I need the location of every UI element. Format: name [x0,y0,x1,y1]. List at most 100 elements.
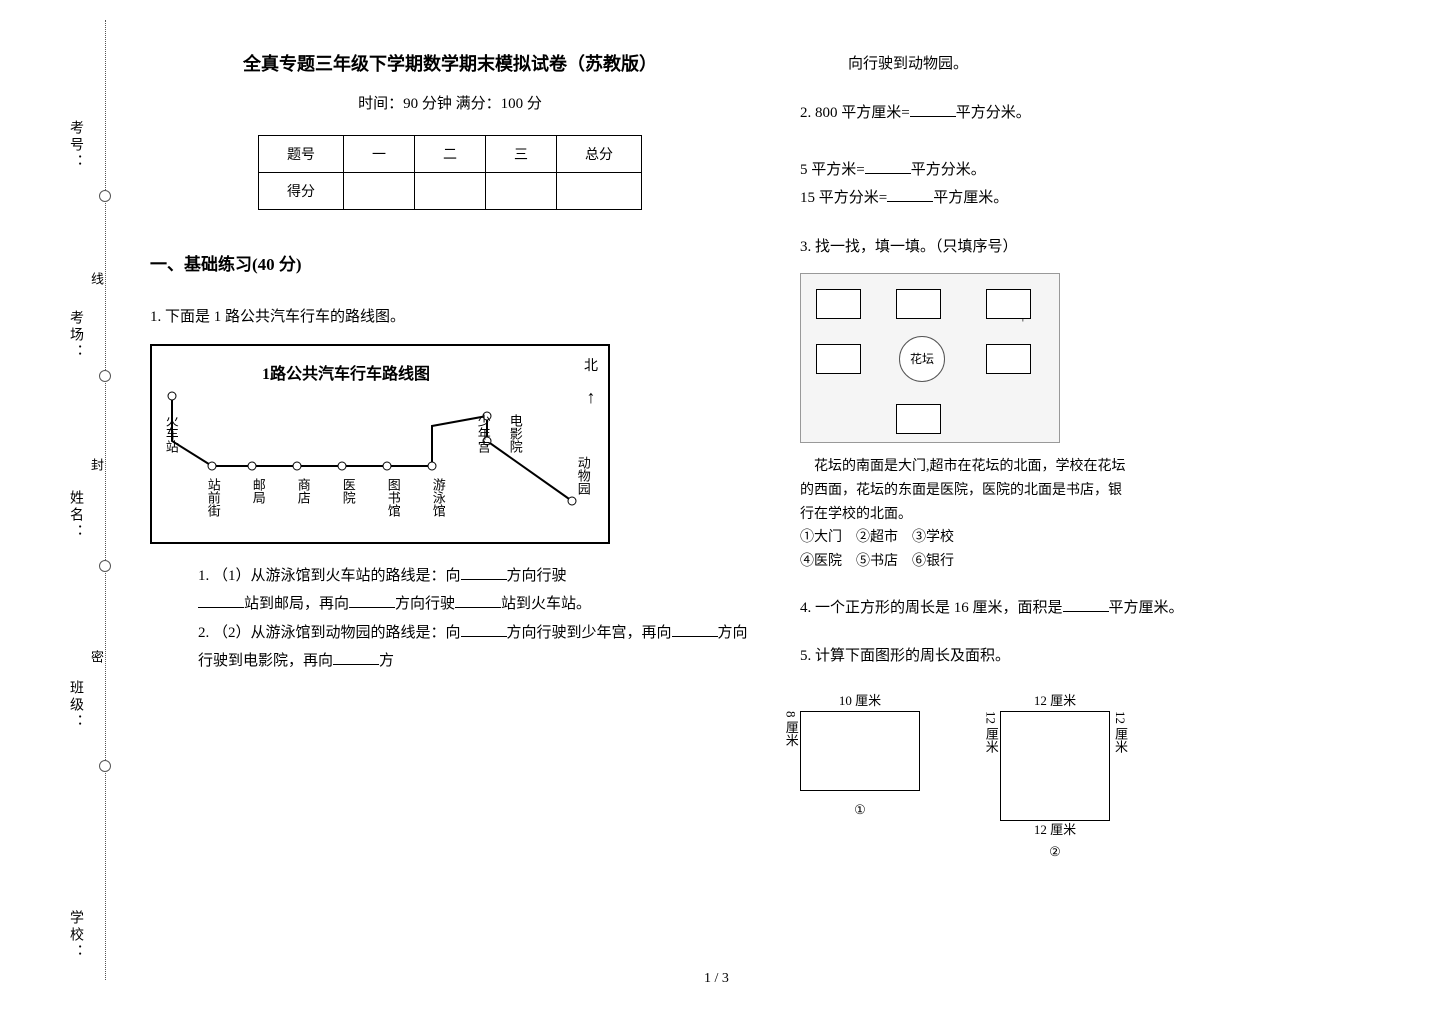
score-col: 总分 [557,136,642,173]
binding-label-class: 班级： [65,680,85,731]
q1-cont-text: 向行驶到动物园。 [848,56,968,72]
blank[interactable] [198,594,244,608]
q1-sub1-text: 1. （1）从游泳馆到火车站的路线是：向 [198,568,461,584]
q2-text: 2. 800 平方厘米= [800,105,910,121]
q1-stem: 1. 下面是 1 路公共汽车行车的路线图。 [150,303,750,332]
right-column: 向行驶到动物园。 2. 800 平方厘米=平方分米。 5 平方米=平方分米。 1… [800,50,1400,841]
binding-char: 密 [87,650,106,671]
score-cell[interactable] [344,173,415,210]
binding-label-examno: 考号： [65,120,85,171]
blank[interactable] [461,566,507,580]
binding-circle [99,760,111,772]
q1-sub2: 2. （2）从游泳馆到动物园的路线是：向方向行驶到少年宫，再向方向行驶到电影院，… [150,619,750,676]
q1-sub1-text: 站到邮局，再向 [244,596,349,612]
q1-sub1-text: 站到火车站。 [501,596,591,612]
exam-subtitle: 时间：90 分钟 满分：100 分 [150,92,750,113]
binding-label-room: 考场： [65,310,85,361]
q1-sub1-text: 方向行驶 [395,596,455,612]
binding-label-name: 姓名： [65,490,85,541]
stop-label: 站前街 [200,478,225,517]
blank[interactable] [865,160,911,174]
loc-box[interactable] [896,404,941,434]
bus-route-figure: 1路公共汽车行车路线图 北 ↑ [150,344,610,544]
blank[interactable] [672,623,718,637]
q3-stem: 3. 找一找，填一填。（只填序号） [800,233,1400,262]
q3-opts1: ①大门 ②超市 ③学校 [800,526,1400,550]
blank[interactable] [461,623,507,637]
q1-sub2-text: 方向行驶到少年宫，再向 [507,625,672,641]
shape-number: ② [1000,840,1110,865]
q1-sub2-text: 方 [379,653,394,669]
shape-number: ① [800,798,920,823]
dim-label: 12 厘米 [1107,711,1132,821]
q2-text: 平方厘米。 [933,190,1008,206]
flower-figure: 北 ↑ 花坛 [800,273,1060,443]
rect-shape [800,711,920,791]
q1-continuation: 向行驶到动物园。 [800,50,1400,79]
loc-box[interactable] [896,289,941,319]
score-table: 题号 一 二 三 总分 得分 [258,135,642,210]
dim-label: 12 厘米 [978,711,1003,821]
flower-center: 花坛 [899,336,945,382]
stop-label: 火车站 [158,414,183,453]
blank[interactable] [910,103,956,117]
q2-text: 平方分米。 [911,162,986,178]
dim-label: 8 厘米 [778,711,803,791]
q2-text: 15 平方分米= [800,190,887,206]
score-col: 题号 [259,136,344,173]
page-number: 1 / 3 [0,971,1433,987]
binding-char: 封 [87,458,106,479]
q2-text: 平方分米。 [956,105,1031,121]
stop-label: 邮局 [245,478,270,504]
dim-label: 12 厘米 [1000,689,1110,714]
stop-label: 游泳馆 [425,478,450,517]
question-5: 5. 计算下面图形的周长及面积。 10 厘米 8 厘米 ① 12 厘米 12 厘… [800,642,1400,821]
exam-title: 全真专题三年级下学期数学期末模拟试卷（苏教版） [150,50,750,76]
blank[interactable] [455,594,501,608]
q4-text: 平方厘米。 [1109,600,1184,616]
flower-center-label: 花坛 [910,348,934,371]
shape-1: 10 厘米 8 厘米 ① [800,711,920,791]
binding-circle [99,190,111,202]
score-cell[interactable] [486,173,557,210]
q1-sub1: 1. （1）从游泳馆到火车站的路线是：向方向行驶 站到邮局，再向方向行驶站到火车… [150,562,750,619]
binding-circle [99,560,111,572]
stop-label: 商店 [290,478,315,504]
binding-circle [99,370,111,382]
blank[interactable] [333,651,379,665]
shape-2: 12 厘米 12 厘米 12 厘米 12 厘米 ② [1000,711,1110,821]
score-col: 二 [415,136,486,173]
question-3: 3. 找一找，填一填。（只填序号） 北 ↑ 花坛 花坛的南面是大门,超市在花坛的… [800,233,1400,574]
blank[interactable] [1063,598,1109,612]
square-shape [1000,711,1110,821]
stop-label: 医院 [335,478,360,504]
dotted-line [105,20,106,980]
score-cell[interactable] [557,173,642,210]
score-col: 三 [486,136,557,173]
left-column: 全真专题三年级下学期数学期末模拟试卷（苏教版） 时间：90 分钟 满分：100 … [150,50,750,841]
q1-sub1-text: 方向行驶 [507,568,567,584]
loc-box[interactable] [816,344,861,374]
q1-sub2-text: 2. （2）从游泳馆到动物园的路线是：向 [198,625,461,641]
question-2: 2. 800 平方厘米=平方分米。 5 平方米=平方分米。 15 平方分米=平方… [800,99,1400,213]
dim-label: 12 厘米 [1000,818,1110,843]
question-4: 4. 一个正方形的周长是 16 厘米，面积是 平方厘米。 [800,594,1400,623]
binding-label-school: 学校： [65,910,85,961]
score-cell[interactable] [415,173,486,210]
stop-label: 图书馆 [380,478,405,517]
q5-stem: 5. 计算下面图形的周长及面积。 [800,642,1400,671]
q3-opts2: ④医院 ⑤书店 ⑥银行 [800,550,1400,574]
stop-label: 电影院 [502,414,527,453]
binding-char: 线 [87,272,106,293]
score-row-label: 得分 [259,173,344,210]
q3-desc: 花坛的南面是大门,超市在花坛的北面，学校在花坛的西面，花坛的东面是医院，医院的北… [800,455,1130,526]
stop-label: 少年宫 [470,414,495,453]
blank[interactable] [349,594,395,608]
question-1: 1. 下面是 1 路公共汽车行车的路线图。 1路公共汽车行车路线图 北 ↑ [150,303,750,676]
loc-box[interactable] [986,344,1031,374]
loc-box[interactable] [816,289,861,319]
q4-text: 4. 一个正方形的周长是 16 厘米，面积是 [800,600,1063,616]
stop-label: 动物园 [570,456,595,495]
blank[interactable] [887,188,933,202]
loc-box[interactable] [986,289,1031,319]
